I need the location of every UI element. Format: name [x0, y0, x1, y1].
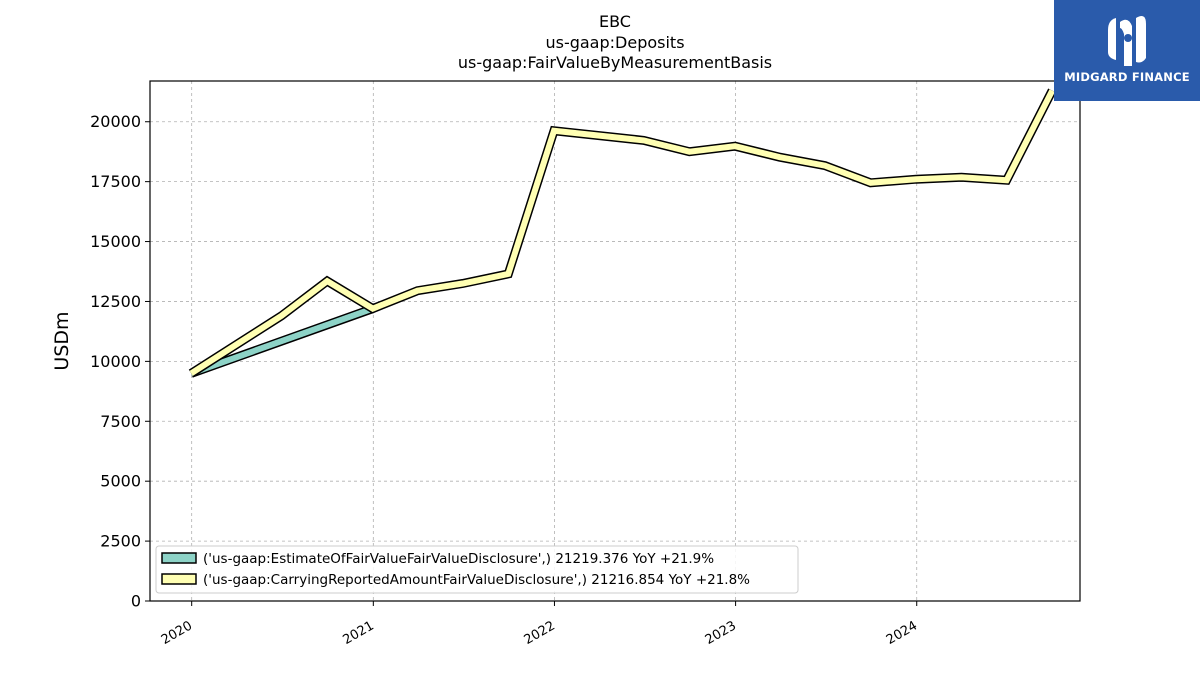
- x-tick-label: 2020: [159, 618, 195, 648]
- y-tick-label: 5000: [100, 472, 141, 491]
- y-tick-label: 12500: [90, 292, 141, 311]
- y-tick-label: 7500: [100, 412, 141, 431]
- x-tick-label: 2024: [884, 618, 920, 648]
- legend-swatch-carrying: [161, 573, 197, 585]
- legend-swatch-estimate: [161, 552, 197, 564]
- x-tick-label: 2022: [522, 618, 558, 648]
- series-estimate-fair-value-line: [190, 305, 374, 377]
- legend: ('us-gaap:EstimateOfFairValueFairValueDi…: [155, 545, 799, 594]
- legend-box: [155, 545, 799, 594]
- y-tick-label: 17500: [90, 172, 141, 191]
- y-tick-label: 2500: [100, 532, 141, 551]
- plot-frame: [149, 80, 1081, 602]
- y-tick-label: 20000: [90, 112, 141, 131]
- logo-text: MIDGARD FINANCE: [1064, 70, 1190, 84]
- series-layer: [188, 88, 1057, 378]
- legend-label-estimate: ('us-gaap:EstimateOfFairValueFairValueDi…: [203, 551, 714, 567]
- y-tick-label: 0: [131, 592, 141, 611]
- y-tick-label: 10000: [90, 352, 141, 371]
- y-axis-label: USDm: [51, 311, 73, 370]
- title-line-2: us-gaap:Deposits: [545, 33, 684, 52]
- legend-label-carrying: ('us-gaap:CarryingReportedAmountFairValu…: [203, 572, 750, 588]
- series-carrying-amount-line: [189, 89, 1055, 376]
- x-tick-label: 2021: [340, 618, 376, 648]
- title-line-3: us-gaap:FairValueByMeasurementBasis: [458, 53, 772, 72]
- title-line-1: EBC: [599, 12, 631, 31]
- midgard-finance-logo: MIDGARD FINANCE: [1054, 0, 1200, 101]
- y-tick-label: 15000: [90, 232, 141, 251]
- x-tick-label: 2023: [703, 618, 739, 648]
- logo-mark-icon: [1108, 16, 1146, 66]
- chart-title: EBC us-gaap:Deposits us-gaap:FairValueBy…: [458, 12, 772, 72]
